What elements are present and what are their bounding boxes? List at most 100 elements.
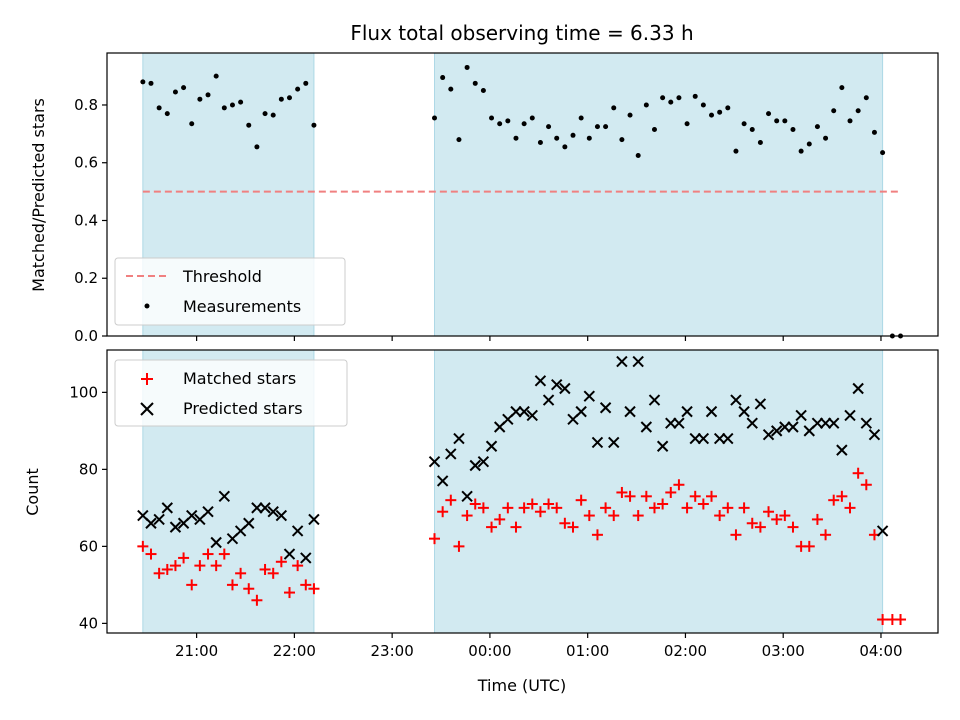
matched-star-point xyxy=(283,587,295,599)
matched-star-point xyxy=(518,502,530,514)
predicted-star-point xyxy=(210,536,222,549)
matched-star-point xyxy=(689,490,701,502)
matched-star-point xyxy=(600,502,612,514)
measurement-point xyxy=(164,111,170,117)
matched-star-point xyxy=(137,540,149,552)
matched-star-point xyxy=(308,583,320,595)
predicted-star-point xyxy=(787,421,799,433)
matched-star-point xyxy=(640,490,652,502)
matched-star-point xyxy=(543,498,555,510)
shaded-interval xyxy=(434,349,884,634)
predicted-star-point xyxy=(591,436,604,449)
measurement-point xyxy=(286,95,292,101)
matched-star-point xyxy=(275,556,287,568)
measurement-point xyxy=(205,92,211,98)
x-tick-label: 22:00 xyxy=(273,642,316,660)
matched-star-point xyxy=(852,467,864,479)
matched-star-point xyxy=(844,502,856,514)
measurement-point xyxy=(749,127,755,133)
matched-star-point xyxy=(461,510,473,522)
bottom-x-ticks: 21:00 22:00 23:00 00:00 01:00 02:00 03:00 04:00 xyxy=(175,633,903,660)
predicted-star-point xyxy=(681,405,693,418)
matched-star-point xyxy=(567,521,579,533)
y-tick-label: 40 xyxy=(79,614,98,632)
predicted-star-point xyxy=(852,382,864,395)
shaded-interval xyxy=(434,52,884,337)
matched-star-point xyxy=(779,510,791,522)
predicted-star-point xyxy=(186,509,198,522)
matched-star-point xyxy=(559,517,571,529)
matched-star-point xyxy=(763,506,775,518)
measurement-point xyxy=(586,135,592,141)
matched-star-point xyxy=(551,502,563,514)
predicted-star-point xyxy=(259,502,271,514)
top-y-ticks: 0.0 0.2 0.4 0.6 0.8 xyxy=(74,96,107,345)
measurement-point xyxy=(303,80,309,86)
predicted-star-point xyxy=(876,525,889,537)
matched-star-point xyxy=(665,486,677,498)
measurement-point xyxy=(246,122,252,128)
matched-star-point xyxy=(259,563,271,575)
predicted-star-point xyxy=(559,382,571,395)
measurement-point xyxy=(172,89,178,95)
predicted-star-point xyxy=(291,525,304,537)
measurement-point xyxy=(611,105,617,111)
top-shaded-intervals xyxy=(142,52,884,337)
matched-star-point xyxy=(292,560,304,572)
measurement-point xyxy=(448,86,454,92)
predicted-star-point xyxy=(632,355,644,368)
predicted-star-point xyxy=(453,432,465,445)
predicted-star-point xyxy=(648,394,661,406)
measurement-point xyxy=(432,115,438,121)
measurement-point xyxy=(823,135,829,141)
measurement-point xyxy=(213,73,219,79)
measurement-point xyxy=(311,122,317,128)
measurement-point xyxy=(570,132,576,138)
x-tick-label: 04:00 xyxy=(859,642,902,660)
matched-star-point xyxy=(526,498,538,510)
top-plot-frame xyxy=(106,52,939,337)
measurement-point xyxy=(692,93,698,99)
matched-star-point xyxy=(681,502,693,514)
measurement-point xyxy=(766,111,772,117)
predicted-star-point xyxy=(665,417,677,429)
predicted-star-point xyxy=(169,521,182,533)
predicted-star-point xyxy=(656,440,669,452)
predicted-star-point xyxy=(640,421,653,433)
predicted-stars-series xyxy=(137,355,889,564)
predicted-star-point xyxy=(534,375,547,387)
measurement-point xyxy=(148,80,154,86)
x-tick-label: 02:00 xyxy=(664,642,707,660)
matched-star-point xyxy=(534,506,546,518)
matched-star-point xyxy=(811,513,823,525)
measurement-point xyxy=(229,102,235,108)
y-tick-label: 60 xyxy=(79,537,98,555)
matched-star-point xyxy=(477,502,489,514)
measurement-point xyxy=(709,112,715,118)
matched-star-point xyxy=(632,510,644,522)
measurement-point xyxy=(238,99,244,105)
predicted-star-point xyxy=(705,405,718,418)
predicted-star-point xyxy=(436,475,449,487)
matched-star-point xyxy=(616,486,628,498)
bottom-plot-frame xyxy=(106,349,939,634)
matched-star-point xyxy=(153,567,165,579)
matched-star-point xyxy=(722,502,734,514)
measurement-point xyxy=(635,153,641,159)
matched-star-point xyxy=(787,521,799,533)
measurement-point xyxy=(855,108,861,114)
matched-star-point xyxy=(697,498,709,510)
matched-star-point xyxy=(251,594,263,606)
measurement-point xyxy=(254,144,260,150)
measurement-point xyxy=(880,150,886,156)
measurement-point xyxy=(684,121,690,127)
matched-star-point xyxy=(437,506,449,518)
measurement-point xyxy=(863,95,869,101)
measurement-point xyxy=(537,140,543,146)
legend-measurements-label: Measurements xyxy=(183,297,301,316)
matched-stars-series xyxy=(137,467,907,626)
matched-star-point xyxy=(161,563,173,575)
x-axis-title: Time (UTC) xyxy=(477,676,566,695)
top-legend-box xyxy=(114,257,346,326)
measurement-point xyxy=(513,135,519,141)
